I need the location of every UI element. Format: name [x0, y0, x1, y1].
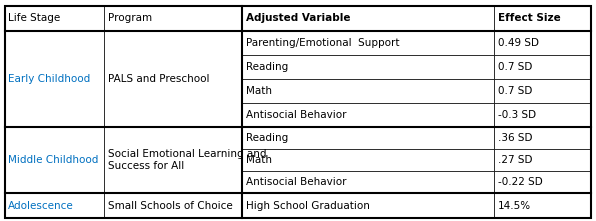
- Text: .36 SD: .36 SD: [498, 133, 533, 143]
- Bar: [243, 79, 495, 103]
- Bar: [495, 6, 591, 30]
- Bar: [104, 127, 243, 193]
- Bar: [104, 6, 243, 30]
- Text: .27 SD: .27 SD: [498, 155, 533, 165]
- Bar: [104, 30, 243, 127]
- Text: 14.5%: 14.5%: [498, 200, 531, 211]
- Text: Early Childhood: Early Childhood: [8, 74, 91, 84]
- Bar: [243, 127, 495, 149]
- Text: -0.22 SD: -0.22 SD: [498, 177, 543, 187]
- Bar: [495, 193, 591, 218]
- Bar: [495, 79, 591, 103]
- Text: -0.3 SD: -0.3 SD: [498, 110, 536, 120]
- Bar: [243, 103, 495, 127]
- Text: Parenting/Emotional  Support: Parenting/Emotional Support: [246, 38, 399, 48]
- Bar: [5, 6, 104, 30]
- Bar: [243, 149, 495, 171]
- Bar: [495, 103, 591, 127]
- Bar: [495, 149, 591, 171]
- Bar: [495, 127, 591, 149]
- Text: Small Schools of Choice: Small Schools of Choice: [108, 200, 233, 211]
- Text: High School Graduation: High School Graduation: [246, 200, 370, 211]
- Text: PALS and Preschool: PALS and Preschool: [108, 74, 210, 84]
- Text: 0.49 SD: 0.49 SD: [498, 38, 539, 48]
- Text: Math: Math: [246, 155, 272, 165]
- Bar: [495, 30, 591, 55]
- Text: Life Stage: Life Stage: [8, 13, 61, 23]
- Bar: [243, 55, 495, 79]
- Bar: [495, 55, 591, 79]
- Bar: [243, 171, 495, 193]
- Text: Reading: Reading: [246, 62, 288, 72]
- Text: Reading: Reading: [246, 133, 288, 143]
- Text: Effect Size: Effect Size: [498, 13, 561, 23]
- Text: Middle Childhood: Middle Childhood: [8, 155, 99, 165]
- Bar: [5, 30, 104, 127]
- Bar: [243, 30, 495, 55]
- Text: Antisocial Behavior: Antisocial Behavior: [246, 177, 346, 187]
- Text: 0.7 SD: 0.7 SD: [498, 62, 532, 72]
- Text: Antisocial Behavior: Antisocial Behavior: [246, 110, 346, 120]
- Text: Program: Program: [108, 13, 152, 23]
- Bar: [495, 171, 591, 193]
- Bar: [243, 6, 495, 30]
- Bar: [5, 193, 104, 218]
- Text: 0.7 SD: 0.7 SD: [498, 86, 532, 96]
- Bar: [5, 127, 104, 193]
- Text: Adolescence: Adolescence: [8, 200, 74, 211]
- Bar: [243, 193, 495, 218]
- Text: Adjusted Variable: Adjusted Variable: [246, 13, 350, 23]
- Text: Social Emotional Learning and
Success for All: Social Emotional Learning and Success fo…: [108, 149, 266, 171]
- Bar: [104, 193, 243, 218]
- Text: Math: Math: [246, 86, 272, 96]
